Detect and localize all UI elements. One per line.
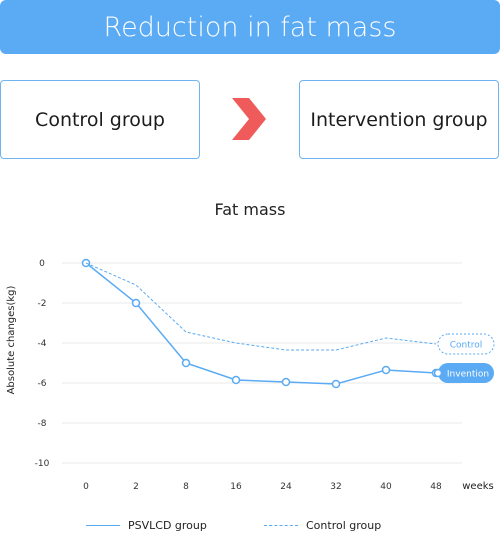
x-tick-label: 2 xyxy=(133,482,139,492)
x-tick-label: 40 xyxy=(380,482,392,492)
x-axis-label: weeks xyxy=(462,481,493,492)
control-end-label-pill xyxy=(437,333,495,355)
legend-label-psvlcd: PSVLCD group xyxy=(128,519,207,532)
data-point xyxy=(331,379,341,389)
intervention-group-box: Intervention group xyxy=(299,80,499,159)
title-banner: Reduction in fat mass xyxy=(0,0,500,54)
data-point xyxy=(181,358,191,368)
control-end-label: Control xyxy=(450,341,483,351)
legend-item-control: Control group xyxy=(264,519,381,532)
y-tick-label: -4 xyxy=(38,339,47,349)
x-tick-labels: 0 2 8 16 24 32 40 48 xyxy=(83,482,442,492)
y-tick-label: 0 xyxy=(39,259,45,269)
x-tick-label: 16 xyxy=(230,482,242,492)
chevron-right-icon xyxy=(232,98,266,140)
x-tick-label: 32 xyxy=(330,482,341,492)
invention-end-label-pill xyxy=(438,363,494,383)
chart-title: Fat mass xyxy=(214,200,286,219)
legend-item-psvlcd: PSVLCD group xyxy=(86,519,207,532)
x-tick-label: 8 xyxy=(183,482,189,492)
x-tick-label: 24 xyxy=(280,482,292,492)
psvlcd-series-line xyxy=(85,262,437,385)
y-tick-label: -6 xyxy=(38,379,47,389)
control-series-line xyxy=(85,262,437,351)
intervention-group-label: Intervention group xyxy=(310,108,488,131)
data-point xyxy=(231,375,241,385)
y-tick-labels: 0 -2 -4 -6 -8 -10 xyxy=(35,259,50,469)
x-tick-label: 48 xyxy=(430,482,442,492)
legend-dashed-swatch xyxy=(264,525,298,526)
control-group-box: Control group xyxy=(0,80,200,159)
control-group-label: Control group xyxy=(35,108,165,131)
invention-end-label: Invention xyxy=(447,370,489,380)
data-point xyxy=(281,377,291,387)
legend-solid-swatch xyxy=(86,525,120,526)
y-tick-label: -10 xyxy=(35,459,50,469)
legend-label-control: Control group xyxy=(306,519,382,532)
y-tick-label: -8 xyxy=(38,419,47,429)
data-point xyxy=(381,365,391,375)
y-axis-label: Absolute changes(kg) xyxy=(6,285,17,394)
data-point xyxy=(131,298,141,308)
x-tick-label: 0 xyxy=(83,482,89,492)
page-title: Reduction in fat mass xyxy=(103,11,397,43)
gridlines xyxy=(62,262,462,464)
data-point xyxy=(433,368,443,378)
series-lines: Invention Control xyxy=(81,258,495,389)
y-tick-label: -2 xyxy=(38,299,47,309)
fat-mass-chart: 0 -2 -4 -6 -8 -10 0 2 8 16 24 32 40 48 Absolute chan… xyxy=(6,258,495,492)
